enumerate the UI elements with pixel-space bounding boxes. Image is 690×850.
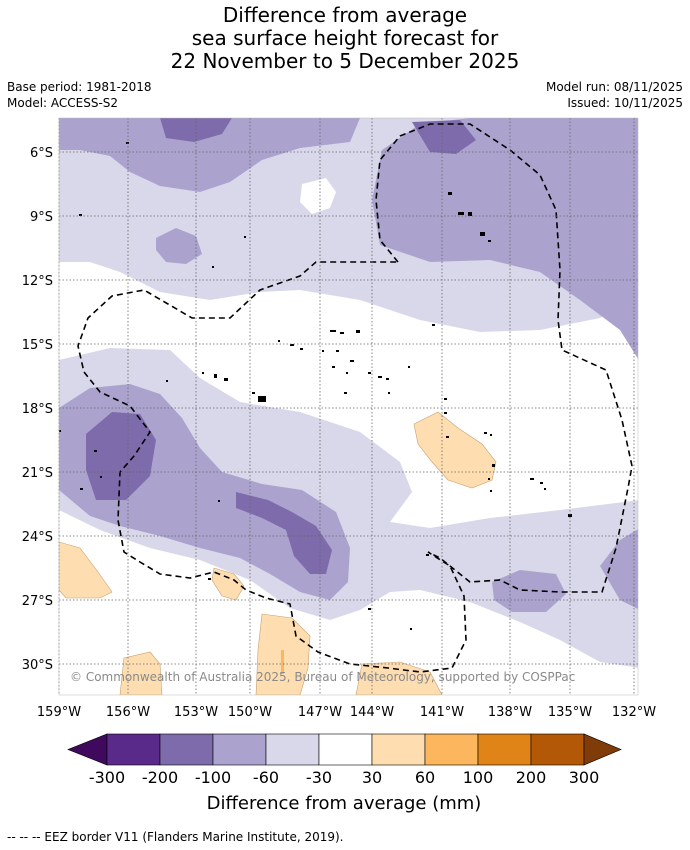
meta-right: Model run: 08/11/2025 Issued: 10/11/2025 — [546, 79, 683, 111]
longitude-label: 135°W — [548, 705, 592, 720]
colorbar-tick-label: -60 — [253, 768, 279, 787]
anomaly-region-minus60-southeast — [492, 570, 566, 612]
latitude-axis: 6°S 9°S 12°S 15°S 18°S 21°S 24°S 27°S 30°S — [22, 146, 53, 673]
colorbar-bin — [424, 733, 479, 766]
longitude-label: 141°W — [420, 705, 464, 720]
footnote-eez-source: -- -- -- EEZ border V11 (Flanders Marine… — [7, 830, 344, 844]
title-line-3: 22 November to 5 December 2025 — [170, 49, 520, 73]
islands — [59, 142, 572, 630]
anomaly-region-minus100-west — [86, 412, 156, 500]
colorbar-tick-label: -30 — [306, 768, 332, 787]
longitude-axis: 159°W 156°W 153°W 150°W 147°W 144°W 141°W 138°W… — [37, 705, 656, 720]
longitude-label: 150°W — [228, 705, 272, 720]
colorbar-tick-label: 100 — [463, 768, 494, 787]
title-line-2: sea surface height forecast for — [191, 26, 499, 50]
colorbar-tick-label: -100 — [195, 768, 231, 787]
colorbar-tick-label: -200 — [142, 768, 178, 787]
latitude-label: 15°S — [22, 338, 53, 353]
latitude-label: 9°S — [30, 210, 53, 225]
colorbar-tick-labels: -300 -200 -100 -60 -30 30 60 100 200 300 — [89, 768, 599, 787]
latitude-label: 6°S — [30, 146, 53, 161]
colorbar-tick-label: 30 — [362, 768, 382, 787]
longitude-label: 132°W — [612, 705, 656, 720]
latitude-label: 27°S — [22, 594, 53, 609]
latitude-label: 30°S — [22, 658, 53, 673]
colorbar — [67, 733, 622, 766]
model-run: Model run: 08/11/2025 — [545, 80, 683, 94]
colorbar-bin — [265, 733, 320, 766]
longitude-label: 153°W — [174, 705, 218, 720]
colorbar-bin — [106, 733, 161, 766]
colorbar-bin — [318, 733, 373, 766]
longitude-label: 159°W — [37, 705, 81, 720]
longitude-label: 138°W — [488, 705, 532, 720]
anomaly-region-plus60-small — [281, 650, 284, 674]
anomaly-region-plus30-5 — [355, 661, 443, 695]
anomaly-region-plus30-4 — [119, 651, 163, 695]
colorbar-tick-label: 300 — [569, 768, 600, 787]
anomaly-hole-white-north — [300, 178, 336, 214]
colorbar-bin — [371, 733, 426, 766]
anomaly-region-plus30-1 — [59, 541, 113, 599]
map-frame — [58, 117, 639, 696]
longitude-label: 147°W — [298, 705, 342, 720]
colorbar-extend-high — [583, 733, 622, 766]
colorbar-label: Difference from average (mm) — [207, 793, 482, 814]
anomaly-region-minus100-northeast — [412, 120, 476, 154]
anomaly-region-plus30-6 — [413, 411, 497, 489]
title-line-1: Difference from average — [222, 3, 468, 27]
colorbar-tick-label: 60 — [415, 768, 435, 787]
issued-date: Issued: 10/11/2025 — [567, 96, 683, 110]
colorbar-bin — [212, 733, 267, 766]
anomaly-region-plus30-2 — [211, 567, 245, 601]
sea-level-anomaly-field — [59, 118, 638, 695]
latitude-label: 24°S — [22, 530, 53, 545]
anomaly-region-minus60-northwest — [59, 118, 360, 192]
latitude-label: 21°S — [22, 466, 53, 481]
colorbar-bin — [530, 733, 585, 766]
anomaly-region-minus100-central — [236, 492, 332, 574]
colorbar-bin — [477, 733, 532, 766]
colorbar-bin — [159, 733, 214, 766]
anomaly-region-minus60-east — [600, 529, 638, 609]
latitude-label: 12°S — [22, 274, 53, 289]
latitude-label: 18°S — [22, 402, 53, 417]
anomaly-region-minus60-northeast — [372, 118, 638, 359]
colorbar-tick-label: 200 — [516, 768, 547, 787]
chart-title: Difference from average sea surface heig… — [0, 4, 690, 73]
longitude-label: 144°W — [350, 705, 394, 720]
colorbar-extend-low — [67, 733, 108, 766]
anomaly-region-minus60-blob — [156, 228, 202, 264]
eez-border — [77, 123, 633, 673]
colorbar-tick-label: -300 — [89, 768, 125, 787]
meta-left: Base period: 1981-2018 Model: ACCESS-S2 — [7, 79, 152, 111]
longitude-label: 156°W — [106, 705, 150, 720]
model-name: Model: ACCESS-S2 — [7, 96, 119, 110]
copyright-notice: © Commonwealth of Australia 2025, Bureau… — [70, 670, 575, 684]
base-period: Base period: 1981-2018 — [7, 80, 152, 94]
gridlines — [58, 118, 638, 695]
